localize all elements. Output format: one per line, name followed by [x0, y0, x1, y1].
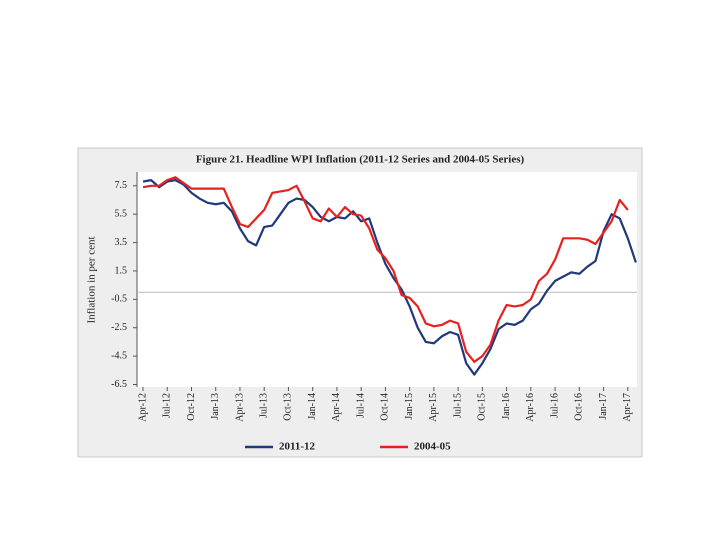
x-tick-label: Jan-15 — [404, 393, 415, 420]
x-tick-label: Jan-16 — [501, 393, 512, 420]
y-tick-label: -2.5 — [111, 322, 127, 333]
x-tick-label: Apr-16 — [525, 393, 536, 422]
y-tick-label: -4.5 — [111, 350, 127, 361]
x-tick-label: Jul-13 — [258, 393, 269, 418]
x-tick-label: Oct-15 — [477, 393, 488, 421]
chart-title: Figure 21. Headline WPI Inflation (2011-… — [196, 154, 525, 166]
x-tick-label: Jan-14 — [307, 393, 318, 420]
x-tick-label: Jan-13 — [210, 393, 221, 420]
y-tick-label: -6.5 — [111, 379, 127, 390]
y-tick-label: 5.5 — [115, 208, 128, 219]
y-tick-label: 3.5 — [115, 237, 128, 248]
x-tick-label: Oct-13 — [283, 393, 294, 421]
series-line — [142, 179, 637, 376]
x-tick-label: Oct-14 — [380, 393, 391, 421]
x-tick-label: Jul-14 — [355, 393, 366, 418]
x-tick-label: Oct-16 — [574, 393, 585, 421]
x-tick-label: Apr-13 — [234, 393, 245, 422]
legend-label: 2004-05 — [414, 441, 451, 453]
x-tick-label: Oct-12 — [186, 393, 197, 421]
x-tick-label: Jul-16 — [549, 393, 560, 418]
x-tick-label: Jul-12 — [162, 393, 173, 418]
plot-area — [137, 172, 637, 387]
y-axis-label: Inflation in per cent — [86, 236, 98, 323]
series-line — [142, 176, 629, 363]
legend-label: 2011-12 — [279, 441, 316, 453]
x-tick-label: Apr-14 — [331, 393, 342, 422]
y-tick-label: -0.5 — [111, 294, 127, 305]
x-tick-label: Jul-15 — [452, 393, 463, 418]
x-tick-label: Apr-15 — [428, 393, 439, 422]
x-tick-label: Apr-17 — [622, 393, 633, 422]
y-tick-label: 1.5 — [115, 265, 128, 276]
x-tick-label: Jan-17 — [598, 393, 609, 420]
x-tick-label: Apr-12 — [137, 393, 148, 422]
y-tick-label: 7.5 — [115, 180, 128, 191]
